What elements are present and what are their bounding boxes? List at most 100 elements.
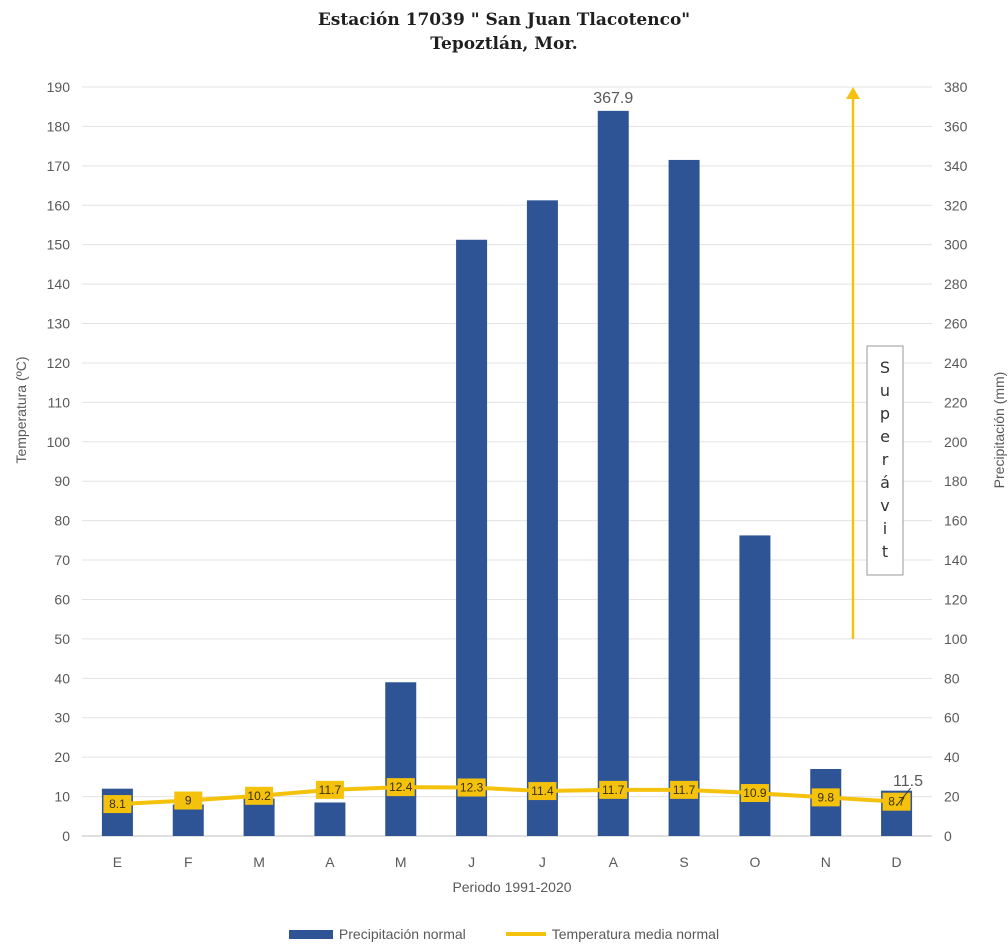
y-right-tick-label: 220 <box>944 394 968 410</box>
y-left-tick-label: 30 <box>54 710 70 726</box>
y-axis-right: 0 20 40 60 80 100 120 140 160 180 200 220 240 260 280 3… <box>944 79 968 844</box>
chart-canvas: 367.9 8.1 9 10.2 11.7 12.4 12.3 11.4 11.7 11.7 10… <box>13 79 1007 895</box>
x-tick-label: F <box>184 854 193 870</box>
temperature-point <box>740 784 769 803</box>
y-left-tick-label: 0 <box>62 828 70 844</box>
surplus-arrow-head <box>846 87 860 99</box>
y-right-tick-label: 0 <box>944 828 952 844</box>
surplus-label-letter: v <box>880 496 889 515</box>
x-axis-title: Periodo 1991-2020 <box>452 879 571 895</box>
temperature-point <box>315 780 344 799</box>
y-left-tick-label: 140 <box>47 276 71 292</box>
x-tick-label: O <box>749 854 760 870</box>
y-right-tick-label: 360 <box>944 118 968 134</box>
precipitation-bar <box>668 159 700 836</box>
temperature-point <box>670 780 699 799</box>
y-left-tick-label: 50 <box>54 631 70 647</box>
legend-item-temperature: Temperatura media normal <box>505 926 720 942</box>
y-left-tick-label: 170 <box>47 158 71 174</box>
callout-leader-line <box>896 787 911 807</box>
y-left-tick-label: 160 <box>47 197 71 213</box>
surplus-label-letter: i <box>883 519 887 538</box>
chart-title: Estación 17039 " San Juan Tlacotenco" <box>317 10 691 30</box>
y-left-tick-label: 40 <box>54 670 70 686</box>
surplus-label-letter: S <box>880 358 890 377</box>
x-tick-label: N <box>821 854 831 870</box>
y-right-tick-label: 160 <box>944 513 968 529</box>
temperature-point <box>174 791 203 810</box>
y-right-tick-label: 100 <box>944 631 968 647</box>
temperature-point <box>386 778 415 797</box>
y-right-tick-label: 340 <box>944 158 968 174</box>
legend: Precipitación normal Temperatura media n… <box>0 926 1008 942</box>
precipitation-bar <box>243 798 275 836</box>
temperature-point <box>599 780 628 799</box>
y-left-tick-label: 60 <box>54 591 70 607</box>
x-tick-label: E <box>113 854 122 870</box>
y-left-tick-label: 190 <box>47 79 71 95</box>
y-right-tick-label: 260 <box>944 316 968 332</box>
temperature-data-label: 11.7 <box>673 783 696 797</box>
y-axis-left-title: Temperatura (ºC) <box>13 356 29 463</box>
temperature-data-label: 10.2 <box>247 789 271 803</box>
legend-label-precipitation: Precipitación normal <box>338 926 466 942</box>
surplus-label-letter: u <box>880 381 890 400</box>
y-right-tick-label: 140 <box>944 552 968 568</box>
y-right-tick-label: 120 <box>944 591 968 607</box>
chart-title-block: Estación 17039 " San Juan Tlacotenco" Te… <box>0 8 1008 56</box>
legend-label-temperature: Temperatura media normal <box>551 926 720 942</box>
precipitation-bar <box>314 802 346 836</box>
surplus-label-letter: á <box>880 473 890 492</box>
y-right-tick-label: 380 <box>944 79 968 95</box>
y-left-tick-label: 130 <box>47 316 71 332</box>
y-right-tick-label: 80 <box>944 670 960 686</box>
chart-subtitle: Tepoztlán, Mor. <box>430 34 578 54</box>
y-left-tick-label: 180 <box>47 118 71 134</box>
y-left-tick-label: 10 <box>54 789 70 805</box>
surplus-label-letter: e <box>880 427 890 446</box>
temperature-point <box>103 795 132 814</box>
temperature-data-label: 11.7 <box>319 783 342 797</box>
precipitation-bars: 367.9 <box>101 90 913 837</box>
callout-value-label: 11.5 <box>893 773 923 790</box>
x-tick-label: D <box>892 854 902 870</box>
precipitation-bar <box>172 804 204 836</box>
precipitation-bar <box>385 682 417 836</box>
y-right-tick-label: 180 <box>944 473 968 489</box>
legend-swatch-line <box>505 932 546 936</box>
temperature-line: 8.1 9 10.2 11.7 12.4 12.3 11.4 11.7 11.7 10.9 9.8 8… <box>103 778 911 814</box>
y-right-tick-label: 60 <box>944 710 960 726</box>
y-right-tick-label: 280 <box>944 276 968 292</box>
y-right-tick-label: 300 <box>944 237 968 253</box>
x-tick-label: M <box>253 854 265 870</box>
x-tick-label: S <box>679 854 688 870</box>
y-left-tick-label: 100 <box>47 434 71 450</box>
y-right-tick-label: 20 <box>944 789 960 805</box>
precipitation-bar <box>597 110 629 837</box>
y-left-tick-label: 20 <box>54 749 70 765</box>
temperature-data-label: 10.9 <box>743 786 767 800</box>
precipitation-bar <box>526 200 558 837</box>
y-left-tick-label: 110 <box>48 394 71 410</box>
y-right-tick-label: 240 <box>944 355 968 371</box>
y-left-tick-label: 90 <box>54 473 70 489</box>
y-axis-left: 0 10 20 30 40 50 60 70 80 90 100 110 120 130 140 150 160… <box>47 79 71 844</box>
gridlines <box>82 86 932 837</box>
temperature-point <box>811 788 840 807</box>
surplus-label-letter: p <box>880 404 890 423</box>
x-tick-label: A <box>325 854 335 870</box>
legend-swatch-bar <box>288 929 333 939</box>
temperature-data-label: 8.1 <box>109 797 126 811</box>
x-tick-label: J <box>468 854 475 870</box>
precipitation-bar <box>456 239 488 836</box>
legend-item-precipitation: Precipitación normal <box>288 926 466 942</box>
temperature-data-label: 9 <box>185 794 192 808</box>
temperature-point <box>528 782 557 801</box>
temperature-data-label: 9.8 <box>817 790 834 804</box>
temperature-data-label: 8.7 <box>888 795 905 809</box>
y-axis-right-title: Precipitación (mm) <box>991 372 1007 489</box>
x-tick-label: A <box>609 854 619 870</box>
surplus-label-box <box>866 345 904 576</box>
